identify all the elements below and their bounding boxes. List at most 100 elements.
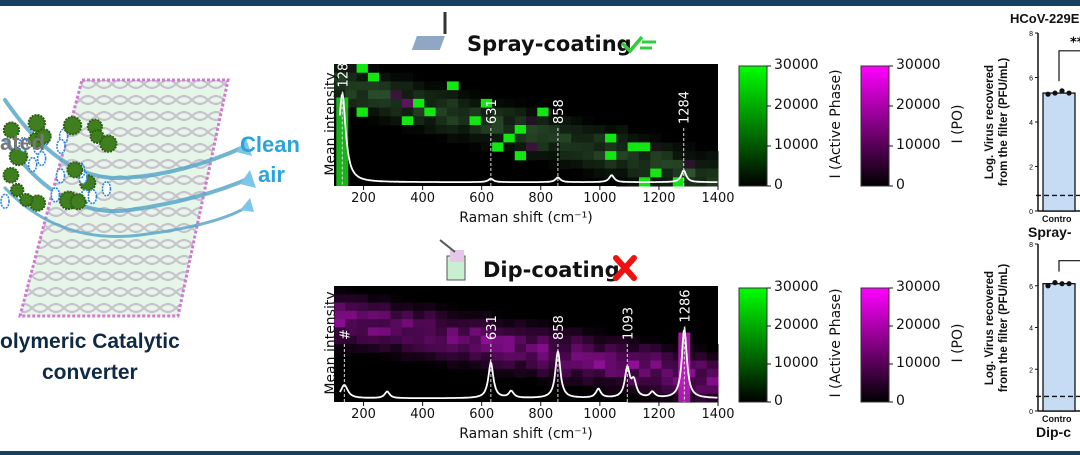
x-tick-label: 200 xyxy=(351,407,376,422)
heatmap-cell xyxy=(571,352,583,362)
heatmap-cell xyxy=(661,368,674,378)
heatmap-cell xyxy=(503,116,516,126)
virus-icon xyxy=(62,115,83,136)
heatmap-cell xyxy=(582,360,595,370)
heatmap-cell xyxy=(514,368,527,378)
heatmap-cell xyxy=(413,98,425,109)
heatmap-cell xyxy=(537,142,550,152)
heatmap-cell xyxy=(661,377,674,386)
heatmap-cell xyxy=(582,159,595,170)
heatmap-cell xyxy=(548,344,561,353)
y-tick-label: 2 xyxy=(1029,367,1033,374)
bar-control xyxy=(1042,92,1076,212)
heatmap-cell xyxy=(424,125,437,135)
heatmap-cell xyxy=(571,344,583,353)
heatmap-cell xyxy=(661,168,674,178)
heatmap-cell xyxy=(559,335,572,345)
heatmap-cell xyxy=(582,168,595,178)
heatmap-cell xyxy=(413,125,425,135)
heatmap-cell xyxy=(616,352,629,362)
heatmap-cell xyxy=(492,98,504,109)
filter-mesh xyxy=(18,78,230,318)
heatmap-cell xyxy=(582,151,595,161)
data-point xyxy=(1045,91,1051,97)
heatmap-cell xyxy=(334,319,346,328)
heatmap-cell xyxy=(537,344,550,353)
heatmap-cell xyxy=(334,302,346,312)
heatmap-cell xyxy=(401,335,414,345)
bacteria-icon xyxy=(0,193,10,210)
heatmap-cell xyxy=(650,368,663,378)
heatmap-cell xyxy=(356,107,369,117)
heatmap-cell xyxy=(672,151,685,161)
heatmap-cell xyxy=(435,133,448,143)
heatmap-cell xyxy=(571,133,583,143)
y-axis-label-line1: Log. Virus recovered xyxy=(984,270,996,385)
heatmap-cell xyxy=(695,385,708,395)
heatmap-cell xyxy=(492,116,504,126)
heatmap-cell xyxy=(593,151,606,161)
heatmap-cell xyxy=(401,310,414,320)
heatmap-cell xyxy=(537,360,550,370)
heatmap-cell xyxy=(413,310,425,320)
heatmap-cell xyxy=(582,377,595,386)
peak-label: 1093 xyxy=(621,307,636,340)
heatmap-cell xyxy=(548,151,561,161)
heatmap-cell xyxy=(650,159,663,170)
heatmap-cell xyxy=(503,327,516,337)
heatmap-cell xyxy=(638,159,651,170)
bacteria-icon xyxy=(55,167,66,184)
heatmap-cell xyxy=(650,385,663,395)
heatmap-cell xyxy=(706,377,719,386)
heatmap-cell xyxy=(661,344,674,353)
heatmap-cell xyxy=(424,116,437,126)
heatmap-cell xyxy=(401,352,414,362)
heatmap-cell xyxy=(379,107,391,117)
heatmap-cell xyxy=(446,107,459,117)
data-point xyxy=(1059,281,1065,287)
data-point xyxy=(1066,281,1072,287)
bacteria-icon xyxy=(56,138,66,155)
heatmap-cell xyxy=(627,159,640,170)
heatmap-cell xyxy=(435,360,448,370)
heatmap-cell xyxy=(424,81,437,91)
virus-icon xyxy=(66,161,84,179)
colorbar-label: I (Active Phase) xyxy=(828,288,844,398)
dip-arm-icon xyxy=(439,239,456,253)
heatmap-cell xyxy=(413,302,425,312)
heatmap-cell xyxy=(695,377,708,386)
heatmap-cell xyxy=(480,352,493,362)
heatmap-cell xyxy=(458,90,471,100)
virus-icon xyxy=(99,134,118,153)
heatmap-cell xyxy=(514,133,527,143)
heatmap-cell xyxy=(559,327,572,337)
x-axis-label: Raman shift (cm⁻¹) xyxy=(459,426,593,442)
heatmap-cell xyxy=(379,72,391,82)
y-axis-label: Mean intensity xyxy=(323,72,339,176)
heatmap-cell xyxy=(367,294,380,304)
x-tick-label: 1400 xyxy=(701,191,735,206)
heatmap-cell xyxy=(435,327,448,337)
heatmap-cell xyxy=(379,302,391,312)
heatmap-cell xyxy=(526,116,538,126)
x-tick-label: 200 xyxy=(351,191,376,206)
heatmap-cell xyxy=(605,344,617,353)
heatmap-cell xyxy=(526,360,538,370)
heatmap-cell xyxy=(424,302,437,312)
heatmap-cell xyxy=(345,90,358,100)
heatmap-cell xyxy=(424,327,437,337)
heatmap-cell xyxy=(435,302,448,312)
heatmap-cell xyxy=(492,335,504,345)
heatmap-cell xyxy=(458,335,471,345)
peak-label: 1286 xyxy=(678,289,693,322)
heatmap-cell xyxy=(650,142,663,152)
heatmap-cell xyxy=(458,344,471,353)
x-tick-label: 600 xyxy=(469,191,495,206)
heatmap-cell xyxy=(638,393,651,403)
heatmap-cell xyxy=(559,352,572,362)
y-axis-label: Log. Virus recovered from the filter (PFU… xyxy=(983,47,1011,197)
heatmap-cell xyxy=(413,116,425,126)
heatmap-cell xyxy=(334,310,346,320)
heatmap-cell xyxy=(345,286,358,295)
heatmap-cell xyxy=(401,319,414,328)
